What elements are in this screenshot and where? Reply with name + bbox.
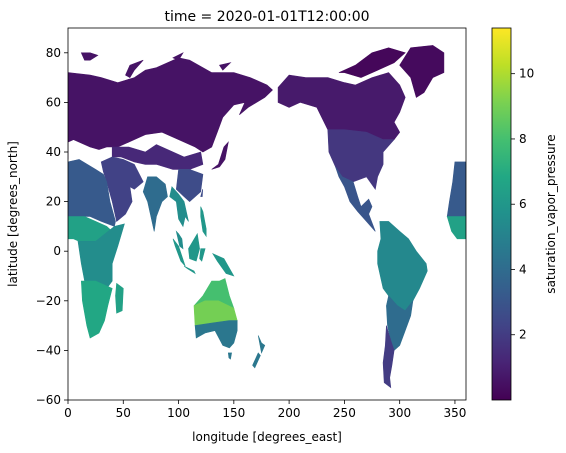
land-region-22 <box>194 320 238 349</box>
colorbar-tick-label: 2 <box>519 328 527 342</box>
y-axis: −60 −40 −20 0 20 40 60 80 <box>36 46 68 407</box>
land-region-33 <box>338 47 406 78</box>
land-region-5 <box>77 223 125 289</box>
land-region-31 <box>382 325 395 389</box>
land-region-16 <box>212 253 235 277</box>
land-region-29 <box>377 221 428 312</box>
land-region-23 <box>227 352 232 360</box>
land-region-35 <box>125 59 144 79</box>
x-tick-label: 50 <box>116 406 131 420</box>
y-tick-label: −20 <box>36 294 61 308</box>
x-axis-label: longitude [degrees_east] <box>192 430 342 444</box>
x-tick-label: 150 <box>222 406 245 420</box>
colorbar-tick-label: 8 <box>519 132 527 146</box>
land-region-12 <box>172 238 186 267</box>
land-region-26 <box>277 72 406 140</box>
land-region-37 <box>219 62 232 71</box>
x-tick-label: 0 <box>64 406 72 420</box>
y-axis-label: latitude [degrees_north] <box>6 141 20 287</box>
land-region-28 <box>335 166 376 232</box>
land-region-17 <box>200 206 207 238</box>
land-region-10 <box>169 186 189 228</box>
land-region-39 <box>446 216 466 240</box>
land-region-1 <box>111 144 204 170</box>
x-tick-label: 250 <box>333 406 356 420</box>
land-region-9 <box>175 169 204 203</box>
land-region-38 <box>446 161 466 217</box>
x-tick-label: 100 <box>167 406 190 420</box>
land-region-30 <box>386 295 414 351</box>
colorbar-tick-label: 6 <box>519 197 527 211</box>
land-region-34 <box>80 52 99 61</box>
chart-title: time = 2020-01-01T12:00:00 <box>164 9 369 25</box>
land-region-18 <box>200 189 203 197</box>
land-region-25 <box>252 352 261 369</box>
colorbar-tick-label: 4 <box>519 262 527 276</box>
x-tick-label: 300 <box>388 406 411 420</box>
land-region-13 <box>183 265 196 275</box>
y-tick-label: 60 <box>46 95 61 109</box>
land-region-14 <box>188 232 200 262</box>
land-region-24 <box>257 335 266 354</box>
land-region-0 <box>68 57 273 160</box>
land-region-6 <box>80 280 113 339</box>
y-tick-label: −40 <box>36 343 61 357</box>
x-tick-label: 200 <box>278 406 301 420</box>
land-region-8 <box>142 176 168 232</box>
x-tick-label: 350 <box>443 406 466 420</box>
land-region-7 <box>115 282 124 314</box>
y-tick-label: −60 <box>36 393 61 407</box>
land-region-19 <box>211 141 229 170</box>
land-region-36 <box>172 52 184 61</box>
land-region-2 <box>100 156 144 222</box>
x-axis: 0 50 100 150 200 250 300 350 <box>64 400 466 420</box>
y-tick-label: 40 <box>46 145 61 159</box>
y-tick-label: 0 <box>53 244 61 258</box>
land-region-11 <box>175 230 184 250</box>
land-region-32 <box>399 45 445 98</box>
colorbar <box>491 27 512 401</box>
map-layer <box>68 45 466 389</box>
plot-frame <box>67 27 467 401</box>
y-tick-label: 20 <box>46 195 61 209</box>
colorbar-label: saturation_vapor_pressure <box>544 134 558 293</box>
y-tick-label: 80 <box>46 46 61 60</box>
colorbar-ticks: 2 4 6 8 10 <box>511 67 534 342</box>
land-region-15 <box>199 248 206 262</box>
colorbar-tick-label: 10 <box>519 67 534 81</box>
